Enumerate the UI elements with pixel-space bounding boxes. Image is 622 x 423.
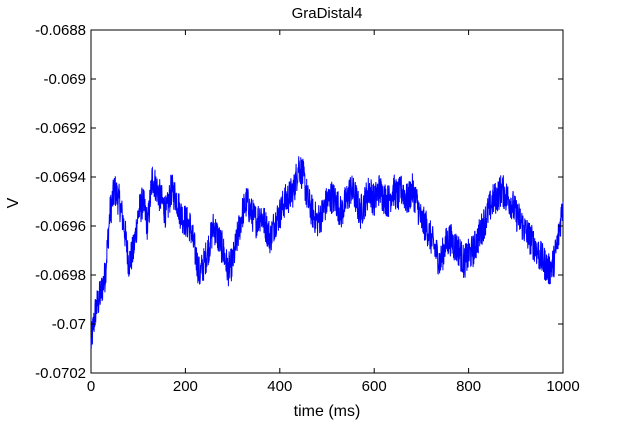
series-line — [90, 156, 564, 349]
y-tick-label: -0.0692 — [35, 120, 86, 137]
y-tick-label: -0.0698 — [35, 267, 86, 284]
x-tick-label: 600 — [362, 378, 387, 395]
y-axis-title: V — [5, 197, 22, 208]
x-axis-title: time (ms) — [294, 403, 361, 420]
x-tick-label: 800 — [456, 378, 481, 395]
series-layer — [90, 156, 564, 349]
x-tick-label: 200 — [173, 378, 198, 395]
y-tick-label: -0.07 — [52, 316, 86, 333]
y-tick-label: -0.069 — [43, 71, 86, 88]
x-tick-label: 0 — [87, 378, 95, 395]
x-tick-label: 1000 — [546, 378, 579, 395]
chart-title: GraDistal4 — [292, 5, 363, 22]
ticks-layer: 0 200 400 600 800 1000 -0.0702 -0.07 -0.0698 -0.0… — [35, 22, 580, 395]
x-tick-label: 400 — [267, 378, 292, 395]
y-tick-label: -0.0694 — [35, 169, 86, 186]
y-tick-label: -0.0696 — [35, 218, 86, 235]
y-tick-label: -0.0702 — [35, 365, 86, 382]
y-tick-label: -0.0688 — [35, 22, 86, 39]
